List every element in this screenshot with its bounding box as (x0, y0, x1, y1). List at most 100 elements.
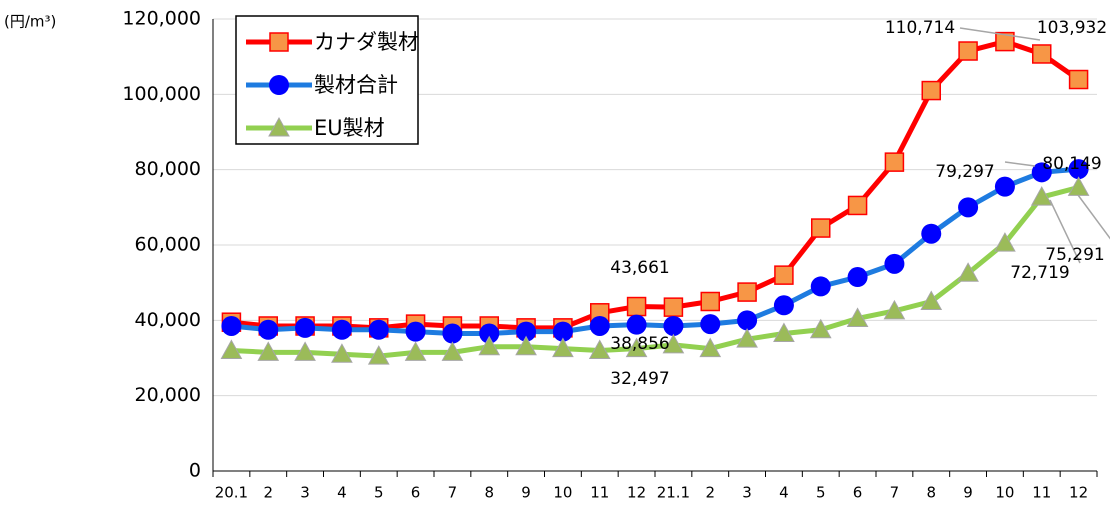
x-tick-label: 12 (627, 484, 646, 502)
y-tick-label: 80,000 (135, 158, 201, 180)
point (1067, 176, 1090, 196)
point (737, 282, 757, 302)
legend-label: 製材合計 (314, 73, 398, 97)
x-tick-label: 7 (448, 484, 458, 502)
data-label: 110,714 (885, 18, 955, 38)
point (920, 290, 943, 310)
point (405, 321, 426, 342)
x-tick-label: 10 (553, 484, 572, 502)
series-line (231, 184, 1080, 359)
leader-line (1077, 194, 1110, 240)
point (921, 80, 941, 101)
data-label: 72,719 (1010, 263, 1069, 283)
point (442, 323, 463, 344)
y-tick-label: 60,000 (135, 234, 201, 256)
point (589, 315, 610, 336)
point (258, 319, 279, 340)
legend-marker (269, 75, 289, 95)
point (1031, 162, 1052, 183)
point (441, 341, 464, 361)
point (810, 276, 831, 297)
point (1068, 69, 1089, 90)
point (552, 337, 574, 358)
point (294, 341, 316, 361)
y-tick-label: 100,000 (122, 83, 201, 105)
point (552, 321, 573, 342)
y-tick-label: 120,000 (122, 8, 201, 30)
x-tick-label: 6 (411, 484, 421, 502)
point (700, 314, 721, 335)
point (883, 299, 906, 320)
point (220, 339, 243, 359)
legend-marker (268, 116, 290, 137)
data-label: 43,661 (610, 258, 669, 278)
y-tick-label: 40,000 (135, 309, 201, 331)
x-tick-label: 5 (374, 484, 384, 502)
x-tick-label: 20.1 (215, 484, 248, 502)
data-label: 75,291 (1045, 245, 1104, 265)
point (994, 232, 1016, 252)
legend-box (235, 15, 419, 145)
point (663, 315, 684, 336)
data-label: 80,149 (1042, 154, 1101, 174)
legend-label: カナダ製材 (314, 30, 419, 54)
point (995, 31, 1015, 52)
x-tick-label: 5 (816, 484, 826, 502)
point (479, 323, 500, 344)
point (367, 345, 390, 365)
point (662, 333, 685, 354)
point (516, 321, 537, 342)
point (736, 328, 758, 348)
point (331, 343, 353, 363)
x-tick-label: 8 (484, 484, 494, 502)
point (884, 152, 905, 172)
point (625, 337, 648, 358)
x-tick-label: 21.1 (657, 484, 690, 502)
point (773, 322, 795, 343)
point (700, 291, 720, 312)
x-tick-label: 4 (337, 484, 347, 502)
point (221, 315, 242, 336)
point (921, 223, 942, 244)
legend-label: EU製材 (314, 116, 385, 140)
point (994, 176, 1015, 197)
data-label: 103,932 (1037, 18, 1107, 38)
x-tick-label: 11 (1032, 484, 1051, 502)
point (737, 310, 758, 331)
x-tick-label: 3 (742, 484, 752, 502)
x-tick-label: 9 (521, 484, 531, 502)
leader-line (1004, 161, 1036, 167)
point (295, 317, 316, 338)
x-tick-label: 3 (300, 484, 310, 502)
point (1032, 44, 1052, 64)
x-tick-label: 9 (963, 484, 973, 502)
x-tick-label: 6 (853, 484, 863, 502)
x-tick-label: 12 (1069, 484, 1088, 502)
legend-marker (269, 32, 289, 52)
point (515, 335, 537, 356)
point (1068, 159, 1089, 180)
point (809, 318, 832, 339)
point (846, 307, 869, 327)
point (663, 297, 684, 317)
x-tick-label: 11 (590, 484, 609, 502)
point (1030, 186, 1053, 206)
x-tick-label: 2 (263, 484, 273, 502)
point (884, 253, 905, 274)
leader-line (959, 27, 1041, 41)
y-tick-label: 0 (189, 460, 201, 482)
point (847, 267, 868, 288)
point (404, 341, 427, 361)
x-tick-label: 10 (995, 484, 1014, 502)
point (957, 262, 979, 282)
x-tick-label: 8 (926, 484, 936, 502)
point (257, 341, 280, 361)
point (626, 314, 647, 335)
x-tick-label: 2 (705, 484, 715, 502)
point (699, 337, 722, 358)
point (626, 296, 647, 317)
point (958, 197, 979, 218)
point (478, 335, 501, 356)
